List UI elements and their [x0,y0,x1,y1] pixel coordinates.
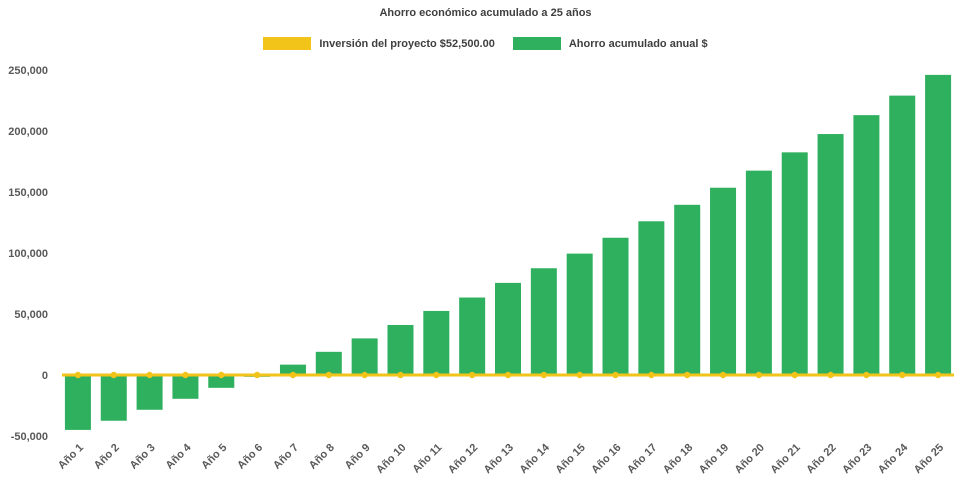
investment-line-marker [253,371,261,379]
investment-line-marker [504,371,512,379]
x-axis-label: Año 9 [343,442,373,472]
investment-line-marker [289,371,297,379]
y-axis-tick-label: 100,000 [8,248,48,260]
x-axis-label: Año 13 [482,442,516,476]
investment-line-marker [684,371,691,379]
bar-ano-20 [745,170,772,375]
bar-ano-13 [495,282,521,375]
x-axis-label: Año 2 [92,442,122,472]
investment-line-marker [648,371,655,379]
bar-ano-19 [710,187,737,375]
investment-line-marker [468,371,476,379]
investment-line-marker [612,371,619,379]
investment-line-marker [863,371,870,379]
bar-ano-10 [387,324,414,375]
x-axis-label: Año 24 [876,441,911,476]
legend-item-savings: Ahorro acumulado anual $ [512,37,708,50]
bar-ano-18 [674,204,701,375]
y-axis-tick-label: 200,000 [8,126,48,138]
bar-ano-3 [136,375,163,410]
bar-ano-16 [602,237,629,375]
x-axis-label: Año 19 [697,442,731,476]
bar-ano-12 [459,297,486,375]
investment-line-marker [182,371,189,379]
bar-ano-22 [817,134,844,375]
x-axis-label: Año 6 [235,442,265,472]
bar-ano-11 [423,310,450,375]
legend-label-savings: Ahorro acumulado anual $ [568,37,708,50]
y-axis-tick-label: 150,000 [8,187,48,199]
bar-ano-7 [279,364,306,375]
bar-ano-15 [566,253,593,375]
y-axis-tick-label: 0 [42,370,48,382]
bar-ano-14 [530,268,557,375]
x-axis-label: Año 21 [768,442,802,476]
investment-line-marker [827,371,834,379]
bar-ano-8 [315,351,342,375]
bar-ano-24 [889,95,916,376]
x-axis-label: Año 17 [625,442,659,476]
investment-swatch-icon [263,37,312,50]
bar-ano-17 [638,221,665,375]
investment-line-marker [110,371,117,379]
bar-ano-4 [172,375,199,399]
bar-ano-25 [925,74,952,375]
x-axis-label: Año 25 [912,442,946,476]
y-axis-tick-label: 50,000 [14,309,48,321]
bar-ano-21 [781,152,808,375]
x-axis-label: Año 23 [840,442,874,476]
x-axis-label: Año 11 [410,442,444,476]
x-axis-label: Año 5 [199,442,229,472]
x-axis-label: Año 10 [374,442,408,476]
bar-ano-5 [208,375,235,388]
bar-ano-2 [100,375,127,421]
investment-line-marker [325,371,332,379]
investment-line-marker [899,371,906,379]
investment-line-marker [540,371,548,379]
legend-label-investment: Inversión del proyecto $52,500.00 [319,37,495,50]
investment-line-marker [218,371,225,379]
bar-ano-23 [853,115,880,375]
x-axis-label: Año 4 [163,441,194,472]
x-axis-label: Año 22 [804,442,838,476]
x-axis-label: Año 3 [128,442,158,472]
investment-line-marker [433,371,440,379]
investment-line-marker [397,371,404,379]
investment-line-marker [576,371,583,379]
x-axis-label: Año 7 [271,442,301,472]
investment-line-marker [719,371,727,379]
investment-line-marker [74,371,82,379]
chart-title: Ahorro económico acumulado a 25 años [379,7,592,19]
investment-line-marker [791,371,798,379]
legend-item-investment: Inversión del proyecto $52,500.00 [263,37,495,50]
x-axis-label: Año 12 [446,442,480,476]
x-axis-label: Año 20 [733,442,767,476]
chart-legend: Inversión del proyecto $52,500.00 Ahorro… [0,37,971,50]
x-axis-label: Año 14 [518,441,553,476]
y-axis-tick-label: -50,000 [11,431,48,443]
x-axis-label: Año 1 [56,442,86,472]
x-axis-label: Año 8 [307,442,337,472]
y-axis-tick-label: 250,000 [8,65,48,77]
investment-line-marker [361,371,368,379]
bar-ano-9 [351,338,378,375]
savings-swatch-icon [512,37,561,50]
bar-ano-1 [64,375,91,430]
x-axis-label: Año 16 [589,442,623,476]
investment-line-marker [934,371,942,379]
investment-line-marker [146,371,153,379]
x-axis-label: Año 18 [661,442,695,476]
investment-line-marker [755,371,763,379]
x-axis-label: Año 15 [553,442,587,476]
